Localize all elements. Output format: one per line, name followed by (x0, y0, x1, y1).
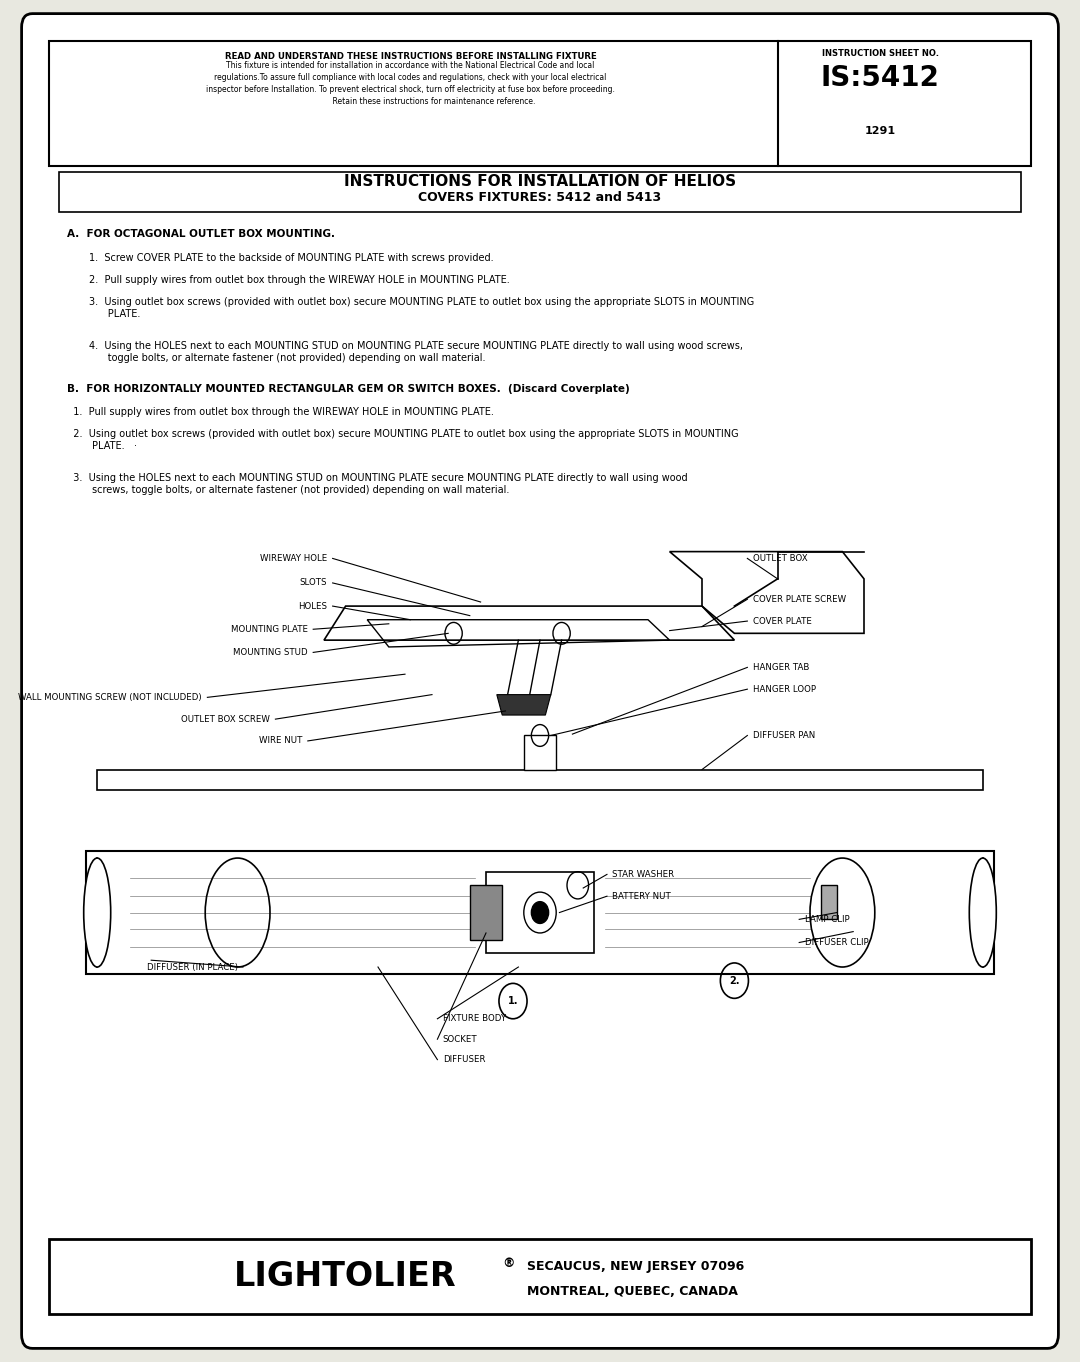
Text: 2.: 2. (729, 975, 740, 986)
Text: This fixture is intended for installation in accordance with the National Electr: This fixture is intended for installatio… (206, 61, 615, 106)
Bar (49, 1239, 1031, 1314)
Bar (821, 885, 837, 919)
Text: COVER PLATE: COVER PLATE (753, 617, 812, 625)
Bar (97, 858, 302, 967)
Text: A.  FOR OCTAGONAL OUTLET BOX MOUNTING.: A. FOR OCTAGONAL OUTLET BOX MOUNTING. (67, 229, 335, 238)
Text: BATTERY NUT: BATTERY NUT (612, 892, 671, 900)
Ellipse shape (970, 858, 997, 967)
Text: READ AND UNDERSTAND THESE INSTRUCTIONS BEFORE INSTALLING FIXTURE: READ AND UNDERSTAND THESE INSTRUCTIONS B… (225, 52, 596, 61)
Bar (470, 885, 502, 940)
Text: WIRE NUT: WIRE NUT (259, 737, 302, 745)
Text: 1.  Pull supply wires from outlet box through the WIREWAY HOLE in MOUNTING PLATE: 1. Pull supply wires from outlet box thr… (67, 407, 494, 417)
Bar (486, 872, 594, 953)
Text: DIFFUSER (IN PLACE): DIFFUSER (IN PLACE) (147, 963, 238, 971)
Text: HOLES: HOLES (298, 602, 327, 610)
Text: INSTRUCTIONS FOR INSTALLATION OF HELIOS: INSTRUCTIONS FOR INSTALLATION OF HELIOS (343, 174, 737, 189)
Bar (59, 172, 1021, 212)
Text: DIFFUSER PAN: DIFFUSER PAN (753, 731, 815, 740)
Bar (842, 858, 983, 967)
Text: SLOTS: SLOTS (300, 579, 327, 587)
Text: B.  FOR HORIZONTALLY MOUNTED RECTANGULAR GEM OR SWITCH BOXES.  (Discard Coverpla: B. FOR HORIZONTALLY MOUNTED RECTANGULAR … (67, 384, 630, 394)
Text: 3.  Using the HOLES next to each MOUNTING STUD on MOUNTING PLATE secure MOUNTING: 3. Using the HOLES next to each MOUNTING… (67, 473, 688, 494)
Text: MOUNTING PLATE: MOUNTING PLATE (231, 625, 308, 633)
Text: HANGER LOOP: HANGER LOOP (753, 685, 815, 693)
Ellipse shape (84, 858, 111, 967)
Text: 1.: 1. (508, 996, 518, 1007)
Text: 1291: 1291 (865, 127, 895, 136)
Text: LAMP CLIP: LAMP CLIP (805, 915, 849, 923)
Text: 2.  Using outlet box screws (provided with outlet box) secure MOUNTING PLATE to : 2. Using outlet box screws (provided wit… (67, 429, 739, 451)
Bar (49, 41, 1031, 166)
Text: SECAUCUS, NEW JERSEY 07096: SECAUCUS, NEW JERSEY 07096 (527, 1260, 744, 1273)
Text: MOUNTING STUD: MOUNTING STUD (233, 648, 308, 656)
Text: HANGER TAB: HANGER TAB (753, 663, 809, 671)
Bar (86, 851, 994, 974)
Text: 3.  Using outlet box screws (provided with outlet box) secure MOUNTING PLATE to : 3. Using outlet box screws (provided wit… (89, 297, 754, 319)
Text: INSTRUCTION SHEET NO.: INSTRUCTION SHEET NO. (822, 49, 939, 59)
Circle shape (531, 902, 549, 923)
Text: FIXTURE BODY: FIXTURE BODY (443, 1015, 505, 1023)
Text: OUTLET BOX SCREW: OUTLET BOX SCREW (181, 715, 270, 723)
Text: IS:5412: IS:5412 (821, 64, 940, 93)
Text: MONTREAL, QUEBEC, CANADA: MONTREAL, QUEBEC, CANADA (527, 1284, 738, 1298)
Text: COVER PLATE SCREW: COVER PLATE SCREW (753, 595, 846, 603)
Text: ®: ® (502, 1257, 515, 1271)
Text: OUTLET BOX: OUTLET BOX (753, 554, 808, 563)
Text: STAR WASHER: STAR WASHER (612, 870, 675, 878)
Text: 1.  Screw COVER PLATE to the backside of MOUNTING PLATE with screws provided.: 1. Screw COVER PLATE to the backside of … (89, 253, 494, 263)
Text: 4.  Using the HOLES next to each MOUNTING STUD on MOUNTING PLATE secure MOUNTING: 4. Using the HOLES next to each MOUNTING… (89, 340, 743, 362)
FancyBboxPatch shape (22, 14, 1058, 1348)
Text: DIFFUSER: DIFFUSER (443, 1056, 485, 1064)
Text: WIREWAY HOLE: WIREWAY HOLE (260, 554, 327, 563)
Polygon shape (497, 695, 551, 715)
Text: LIGHTOLIER: LIGHTOLIER (234, 1260, 457, 1293)
Text: DIFFUSER CLIP: DIFFUSER CLIP (805, 938, 868, 947)
Text: SOCKET: SOCKET (443, 1035, 477, 1043)
Text: WALL MOUNTING SCREW (NOT INCLUDED): WALL MOUNTING SCREW (NOT INCLUDED) (18, 693, 202, 701)
Bar (524, 735, 556, 770)
Text: COVERS FIXTURES: 5412 and 5413: COVERS FIXTURES: 5412 and 5413 (418, 191, 662, 204)
Text: 2.  Pull supply wires from outlet box through the WIREWAY HOLE in MOUNTING PLATE: 2. Pull supply wires from outlet box thr… (89, 275, 510, 285)
